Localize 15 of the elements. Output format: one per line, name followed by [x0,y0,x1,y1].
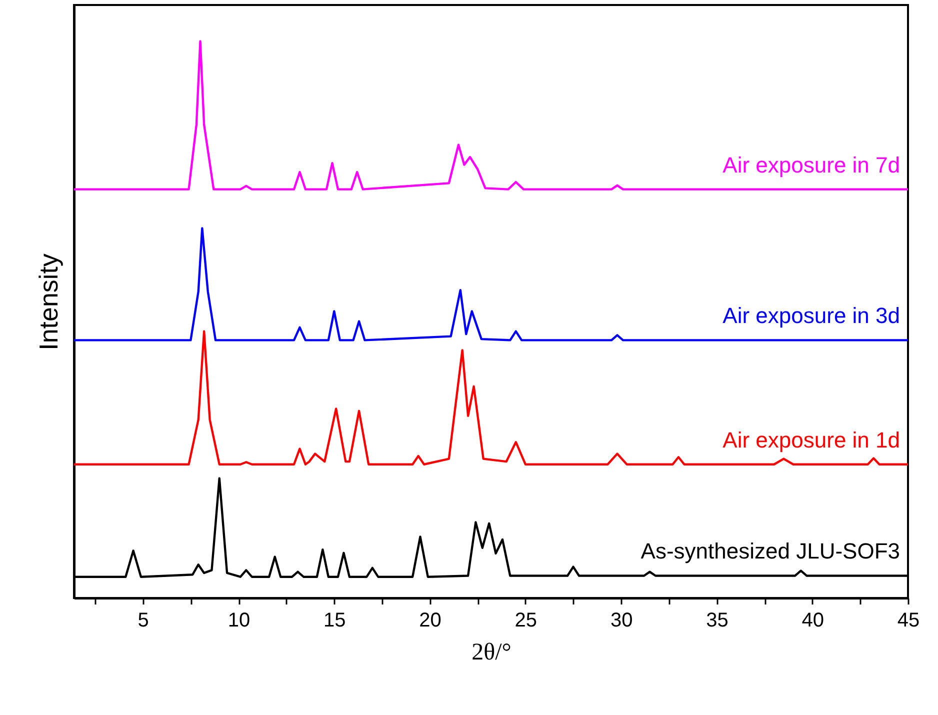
x-tick-label: 20 [419,610,442,632]
x-tick-label: 45 [897,610,920,632]
x-tick-label: 25 [514,610,538,632]
x-tick-label: 15 [324,610,346,632]
x-tick-label: 10 [228,610,250,632]
series-label: Air exposure in 7d [722,152,900,178]
series-label: Air exposure in 1d [722,427,900,452]
x-tick-label: 35 [706,610,728,632]
x-tick-label: 40 [802,610,824,632]
x-axis-title: 2θ/° [472,640,512,666]
y-axis-title: Intensity [34,254,64,350]
series-label: Air exposure in 3d [722,303,900,328]
series-label: As-synthesized JLU-SOF3 [640,538,900,564]
x-tick-label: 5 [138,610,149,632]
x-tick-label: 30 [610,610,633,632]
